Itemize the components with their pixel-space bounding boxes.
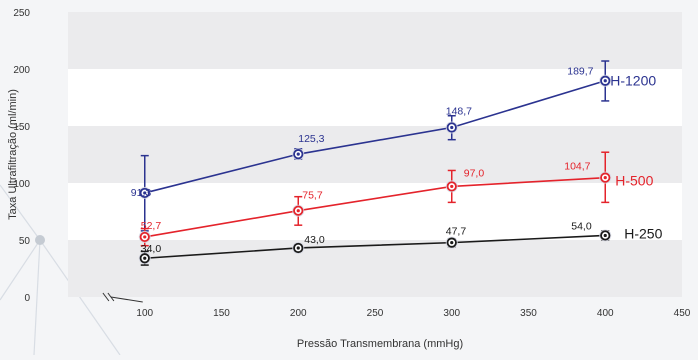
x-tick-label: 200: [290, 308, 307, 319]
y-tick-label: 50: [19, 236, 31, 247]
series-h-250: 34,0 43,0 47,7 54,0 H-250: [138, 220, 663, 266]
x-tick-label: 350: [520, 308, 537, 319]
series-name-label: H-500: [615, 173, 653, 189]
x-tick-label: 100: [136, 308, 153, 319]
data-label: 189,7: [567, 66, 593, 78]
data-point-center: [143, 191, 147, 195]
data-label: 125,3: [298, 133, 324, 145]
decor-line: [39, 239, 121, 356]
data-point-center: [143, 256, 147, 260]
y-axis-title: Taxa Ultrafiltração (ml/min): [7, 89, 19, 220]
data-label: 47,7: [446, 226, 467, 238]
y-tick-label: 150: [13, 122, 30, 133]
data-label: 54,0: [571, 220, 592, 232]
data-point-center: [296, 152, 300, 156]
data-label: 91,3: [131, 187, 152, 199]
x-tick-label: 150: [213, 308, 230, 319]
data-point-center: [450, 184, 454, 189]
decor-line: [33, 239, 41, 356]
x-tick-label: 300: [443, 308, 460, 319]
data-label: 97,0: [464, 167, 485, 179]
axis-break-line: [110, 296, 143, 303]
data-point-center: [603, 176, 607, 180]
data-label: 43,0: [304, 234, 325, 246]
y-tick-label: 250: [13, 8, 30, 19]
data-point-center: [450, 125, 454, 130]
grid-band: [68, 240, 682, 297]
data-label: 104,7: [564, 161, 590, 173]
x-tick-label: 400: [597, 308, 614, 319]
series-name-label: H-1200: [610, 73, 656, 89]
decor-line: [0, 239, 41, 301]
data-label: 52,7: [141, 220, 162, 232]
series-name-label: H-250: [624, 225, 662, 241]
data-point-center: [143, 235, 147, 239]
grid-band: [68, 12, 682, 69]
x-tick-label: 250: [367, 308, 384, 319]
axis-break-mark: [102, 292, 110, 302]
series-h-1200: 91,3 125,3 148,7 189,7 H-1200: [131, 60, 656, 232]
data-label: 148,7: [446, 105, 472, 117]
y-tick-label: 0: [24, 293, 30, 304]
y-tick-label: 200: [13, 65, 30, 76]
data-point-center: [603, 233, 607, 238]
series-line: [144, 234, 606, 260]
x-axis-title: Pressão Transmembrana (mmHg): [297, 338, 463, 350]
series-h-500: 52,7 75,7 97,0 104,7 H-500: [138, 151, 654, 247]
x-tick-label: 450: [674, 308, 691, 319]
y-tick-label: 100: [13, 179, 30, 190]
decor-dot: [35, 235, 45, 245]
data-label: 34,0: [141, 243, 162, 255]
series-line: [144, 79, 606, 194]
data-point-center: [296, 209, 300, 213]
data-label: 75,7: [302, 190, 323, 202]
data-point-center: [450, 241, 454, 245]
data-point-center: [603, 79, 607, 83]
decor-line: [0, 184, 41, 241]
grid-band: [68, 126, 682, 183]
data-point-center: [296, 246, 300, 250]
series-line: [144, 176, 606, 238]
